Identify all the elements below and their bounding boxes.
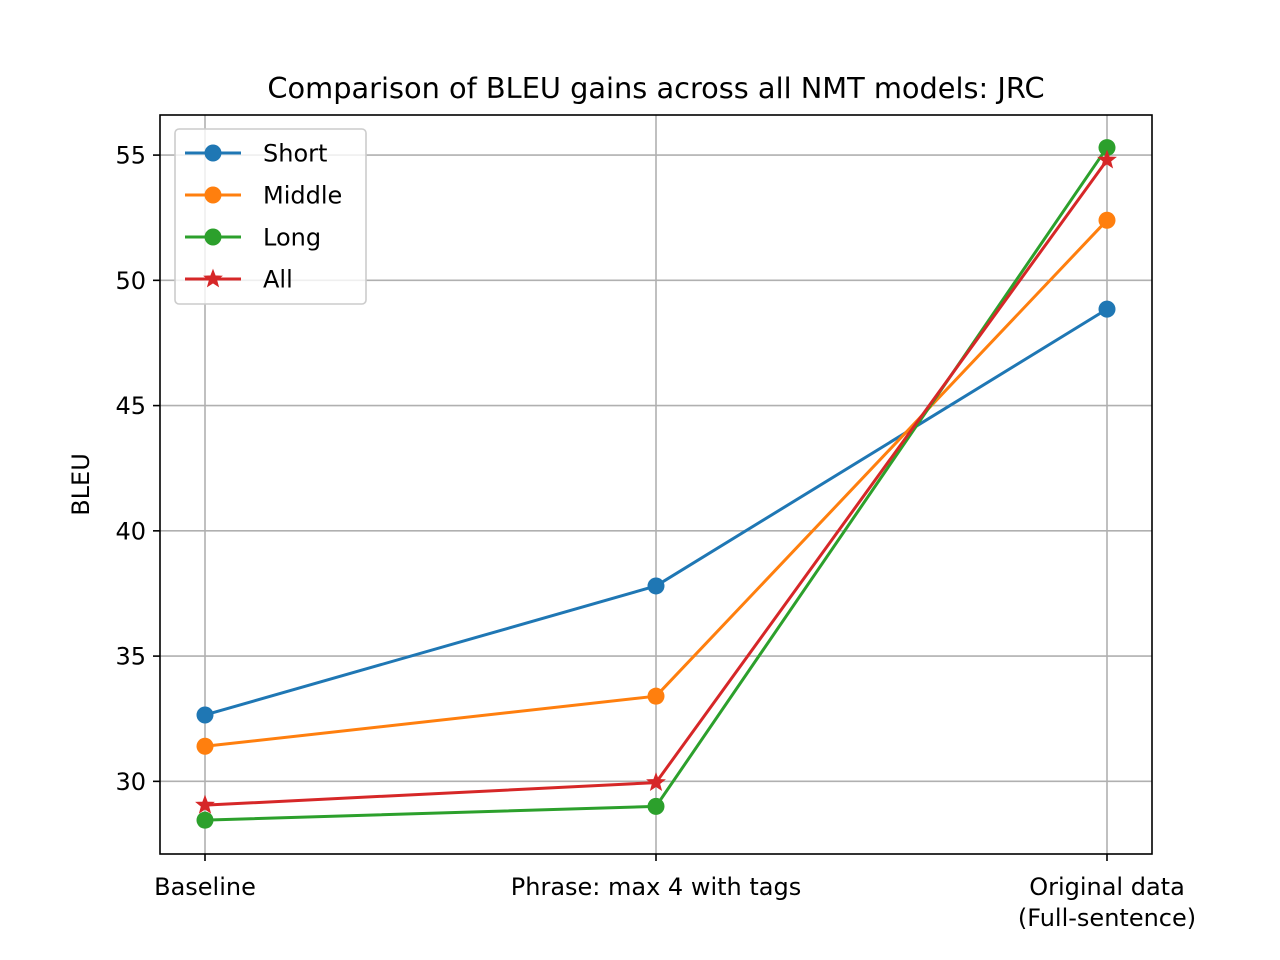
y-tick-label: 35 (115, 643, 146, 671)
chart-title: Comparison of BLEU gains across all NMT … (267, 71, 1044, 105)
legend-box (174, 128, 367, 305)
data-point-long (647, 797, 665, 815)
x-tick-label: (Full-sentence) (1018, 904, 1196, 932)
data-point-middle (647, 687, 665, 705)
y-tick-label: 40 (115, 517, 146, 545)
series-layer (195, 139, 1117, 829)
series-middle (196, 211, 1116, 755)
y-tick-label: 30 (115, 768, 146, 796)
data-point-middle (1098, 211, 1116, 229)
data-point-long (196, 811, 214, 829)
legend-marker-short (204, 144, 222, 162)
legend-marker-long (204, 228, 222, 246)
legend-marker-middle (204, 186, 222, 204)
x-tick-label: Phrase: max 4 with tags (511, 873, 801, 901)
y-tick-label: 45 (115, 392, 146, 420)
legend-marker-all (203, 268, 223, 288)
data-point-all (1097, 149, 1117, 169)
legend: Short Middle Long All (174, 128, 367, 305)
legend-label-middle: Middle (263, 182, 342, 210)
y-tick-label: 55 (115, 142, 146, 170)
data-point-all (646, 772, 666, 792)
legend-label-short: Short (263, 140, 327, 168)
data-point-short (1098, 300, 1116, 318)
data-point-middle (196, 737, 214, 755)
y-tick-label: 50 (115, 267, 146, 295)
axis-ticks: 30 35 40 45 50 55 Baseline Phrase: max 4 with t… (115, 142, 1196, 932)
data-point-all (195, 794, 215, 814)
x-tick-label: Original data (1029, 873, 1185, 901)
data-point-short (647, 577, 665, 595)
series-short (196, 300, 1116, 724)
legend-label-long: Long (263, 224, 321, 252)
legend-label-all: All (263, 266, 293, 294)
data-point-long (1098, 139, 1116, 157)
y-axis-label: BLEU (67, 453, 95, 516)
x-tick-label: Baseline (154, 873, 256, 901)
series-all (195, 149, 1117, 814)
data-point-short (196, 706, 214, 724)
